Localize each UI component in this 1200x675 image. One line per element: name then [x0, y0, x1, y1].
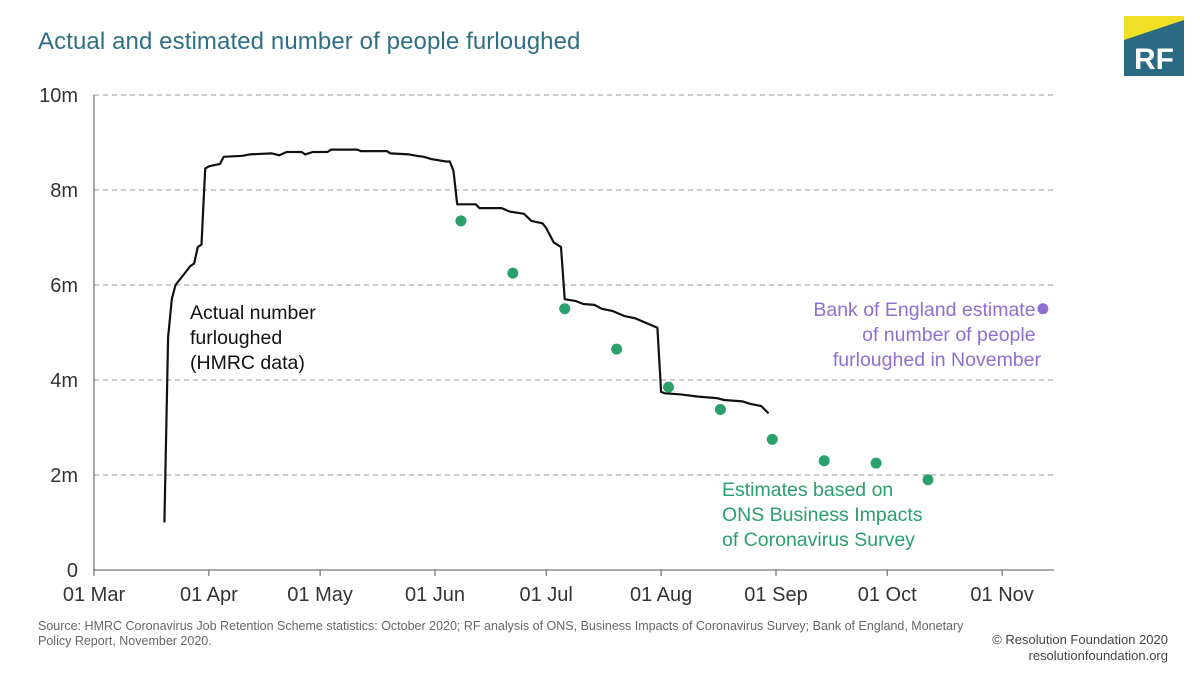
actual-annotation: Actual number furloughed (HMRC data)	[190, 302, 321, 374]
ons-annotation-line: of Coronavirus Survey	[722, 529, 915, 551]
y-tick-label: 8m	[50, 180, 78, 202]
x-tick-label: 01 Nov	[970, 584, 1033, 606]
chart-title: Actual and estimated number of people fu…	[38, 28, 581, 55]
x-tick-label: 01 Sep	[744, 584, 807, 606]
website-line: resolutionfoundation.org	[1028, 648, 1169, 663]
ons-estimate-point	[455, 215, 467, 227]
x-tick-label: 01 Apr	[180, 584, 238, 606]
axes	[93, 95, 1054, 576]
boe-annotation-line: furloughed in November	[833, 349, 1042, 371]
actual-annotation-line: Actual number	[190, 302, 316, 324]
x-tick-label: 01 Aug	[630, 584, 692, 606]
logo-text: RF	[1134, 43, 1174, 76]
actual-annotation-line: furloughed	[190, 327, 282, 349]
x-tick-labels: 01 Mar 01 Apr 01 May 01 Jun 01 Jul 01 Aug 01 S…	[63, 584, 1034, 606]
boe-estimate-point	[1037, 303, 1049, 315]
y-tick-label: 4m	[50, 370, 78, 392]
ons-estimate-point	[818, 455, 830, 467]
ons-annotation-line: ONS Business Impacts	[722, 504, 923, 526]
y-tick-label: 0	[67, 560, 78, 582]
copyright-line: © Resolution Foundation 2020	[992, 632, 1168, 647]
x-tick-label: 01 Oct	[858, 584, 917, 606]
source-note: Source: HMRC Coronavirus Job Retention S…	[38, 619, 964, 648]
ons-annotation-line: Estimates based on	[722, 479, 893, 501]
x-tick-label: 01 May	[287, 584, 353, 606]
rf-logo: RF	[1124, 16, 1184, 76]
ons-annotation: Estimates based on ONS Business Impacts …	[722, 479, 928, 551]
ons-estimate-point	[766, 433, 778, 445]
boe-annotation-line: of number of people	[862, 324, 1035, 346]
actual-annotation-line: (HMRC data)	[190, 352, 305, 374]
y-tick-label: 6m	[50, 275, 78, 297]
actual-furlough-line	[163, 148, 770, 523]
ons-estimate-point	[507, 267, 519, 279]
boe-annotation: Bank of England estimate of number of pe…	[813, 299, 1041, 371]
ons-estimate-point	[714, 403, 726, 415]
series	[163, 148, 1049, 523]
x-tick-label: 01 Jun	[405, 584, 465, 606]
y-tick-labels: 0 2m 4m 6m 8m 10m	[39, 85, 78, 582]
boe-annotation-line: Bank of England estimate	[813, 299, 1035, 321]
y-tick-label: 2m	[50, 465, 78, 487]
y-tick-label: 10m	[39, 85, 78, 107]
ons-estimate-point	[559, 303, 571, 315]
ons-estimate-point	[870, 457, 882, 469]
x-tick-label: 01 Jul	[520, 584, 573, 606]
ons-estimate-point	[663, 381, 675, 393]
copyright: © Resolution Foundation 2020 resolutionf…	[992, 632, 1168, 664]
grid-lines	[94, 94, 1054, 476]
x-tick-label: 01 Mar	[63, 584, 126, 606]
ons-estimate-point	[611, 343, 623, 355]
ons-estimate-point	[922, 474, 934, 486]
